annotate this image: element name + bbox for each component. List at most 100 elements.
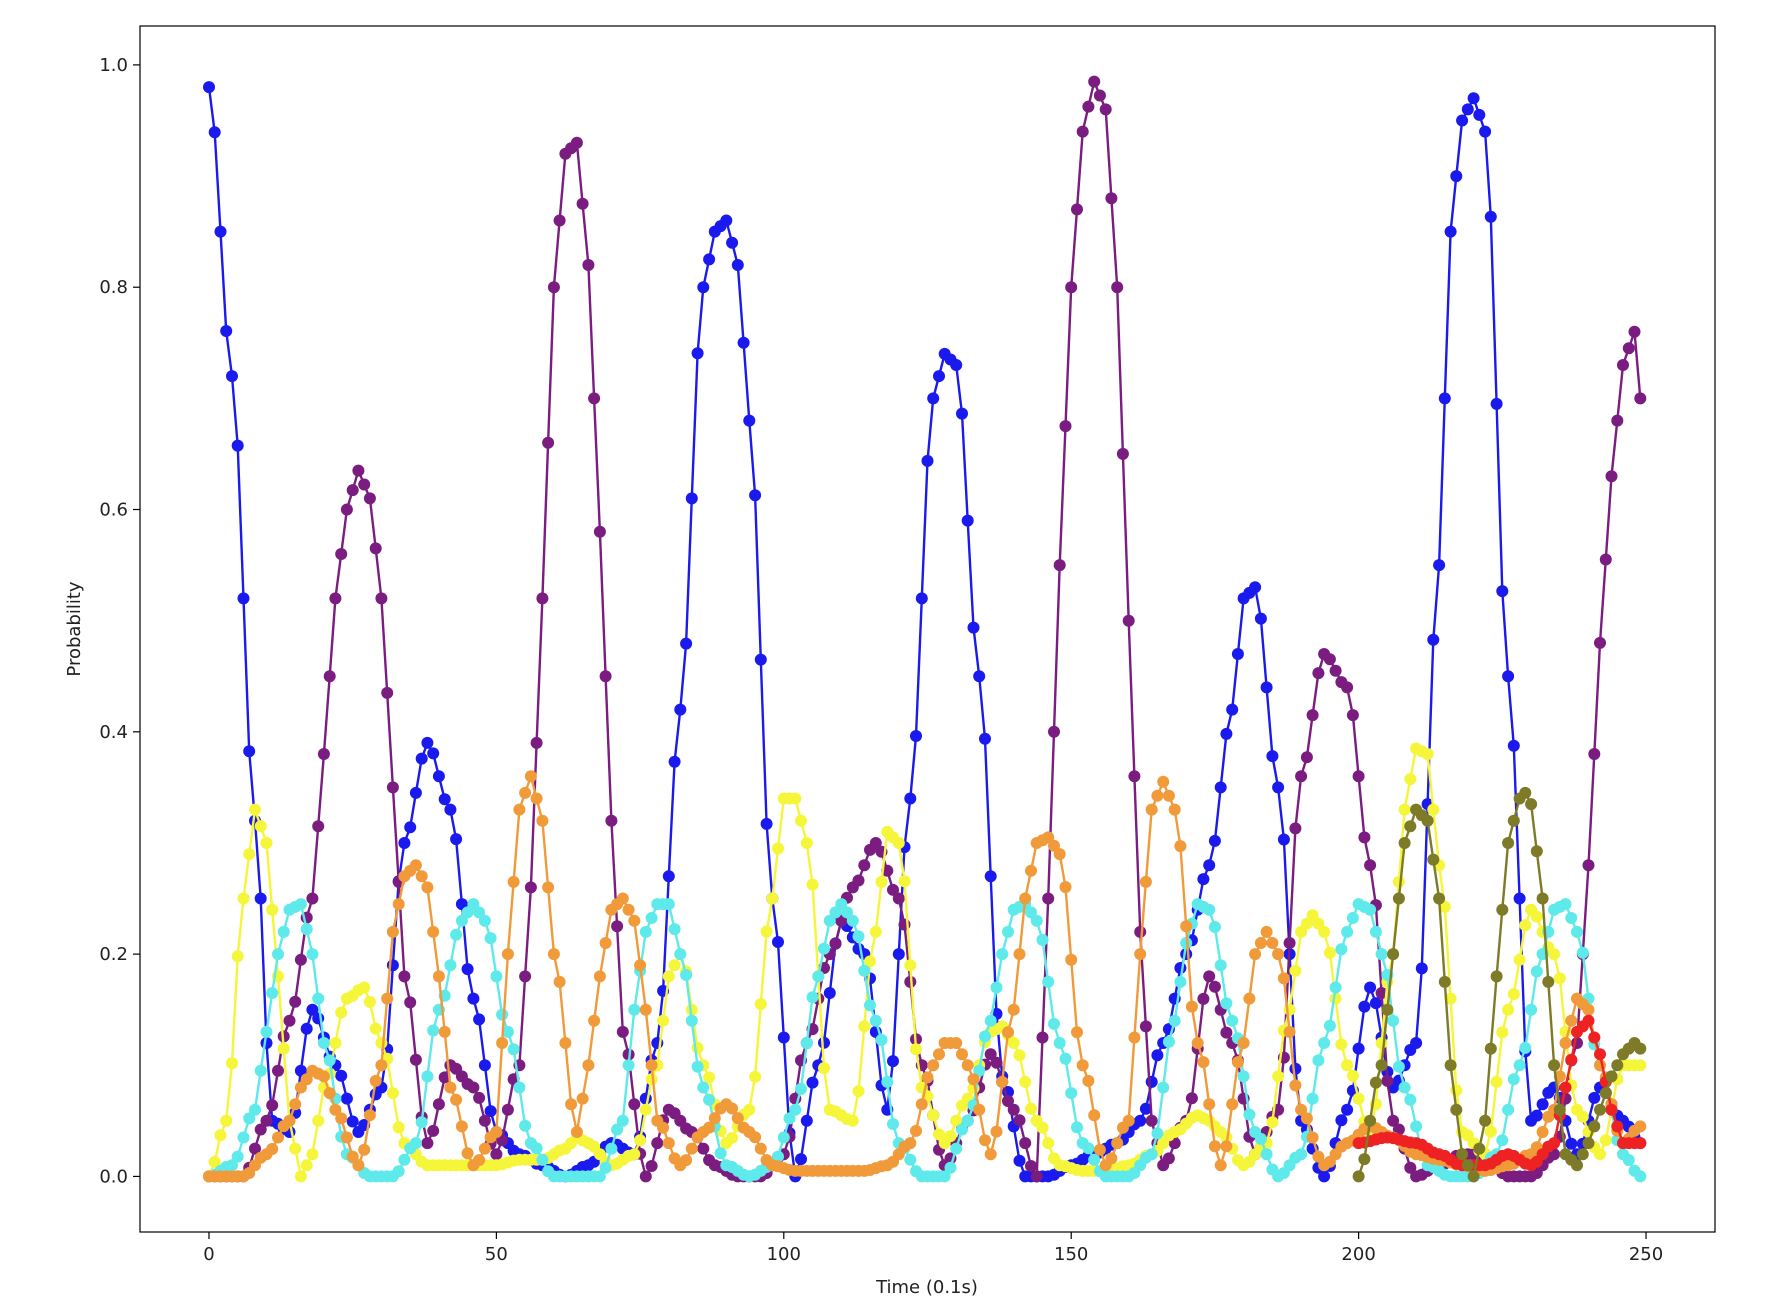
data-point — [1565, 1137, 1578, 1150]
data-point — [950, 1114, 963, 1127]
data-point — [1438, 392, 1451, 405]
data-point — [1266, 1116, 1279, 1129]
data-point — [887, 1118, 899, 1130]
data-point — [1404, 820, 1417, 833]
data-point — [639, 1092, 652, 1105]
data-point — [938, 1170, 951, 1183]
data-point — [904, 959, 917, 972]
data-point — [294, 953, 307, 966]
data-point — [864, 955, 876, 968]
data-point — [1036, 933, 1049, 946]
data-point — [1496, 903, 1509, 916]
data-point — [1139, 875, 1152, 888]
data-point — [685, 1142, 698, 1155]
data-point — [1300, 1112, 1313, 1125]
data-point — [1059, 1052, 1072, 1065]
data-point — [1185, 1000, 1198, 1013]
data-point — [398, 837, 411, 849]
data-point — [346, 1115, 359, 1128]
data-point — [639, 1103, 652, 1116]
data-point — [944, 1161, 957, 1174]
data-point — [473, 1154, 486, 1167]
data-point — [1404, 773, 1417, 786]
data-point — [1588, 1091, 1601, 1104]
data-point — [346, 484, 359, 497]
data-point — [1007, 1103, 1020, 1116]
data-point — [1461, 103, 1474, 116]
data-point — [1007, 1037, 1020, 1049]
data-point — [1203, 903, 1216, 916]
data-point — [1306, 909, 1319, 922]
data-point — [904, 792, 917, 805]
data-point — [1576, 1110, 1589, 1123]
data-point — [1496, 585, 1509, 598]
y-tick-label: 0.4 — [99, 722, 128, 743]
x-tick-label: 250 — [1629, 1244, 1663, 1265]
data-point — [1220, 1026, 1233, 1039]
data-point — [1065, 953, 1078, 966]
data-point — [1375, 948, 1388, 961]
data-point — [1168, 803, 1181, 816]
data-point — [956, 1123, 968, 1136]
data-point — [455, 1120, 468, 1133]
data-point — [1260, 681, 1273, 694]
data-point — [438, 793, 451, 806]
data-point — [306, 948, 319, 961]
data-point — [1254, 1132, 1267, 1145]
data-point — [829, 937, 842, 950]
data-point — [1444, 225, 1457, 238]
data-point — [1214, 781, 1227, 794]
data-point — [645, 1160, 658, 1172]
data-point — [731, 1112, 744, 1125]
data-point — [869, 925, 882, 938]
data-point — [1093, 1143, 1106, 1156]
data-point — [1312, 667, 1325, 680]
data-point — [1082, 1142, 1095, 1155]
data-point — [363, 995, 376, 1008]
data-point — [1243, 1108, 1256, 1121]
data-point — [622, 903, 635, 916]
data-point — [1611, 1120, 1624, 1133]
data-point — [984, 1148, 997, 1161]
data-point — [1421, 748, 1434, 760]
data-point — [220, 325, 233, 337]
data-point — [1530, 965, 1543, 978]
data-point — [490, 970, 503, 983]
data-point — [386, 925, 399, 938]
data-point — [1019, 1075, 1032, 1088]
data-point — [1185, 1092, 1198, 1105]
data-point — [231, 950, 244, 963]
data-point — [421, 736, 434, 749]
data-point — [657, 1121, 670, 1134]
data-point — [1191, 1037, 1204, 1049]
data-point — [754, 998, 767, 1011]
data-point — [1151, 1049, 1164, 1062]
data-point — [1392, 875, 1405, 888]
data-point — [1410, 1037, 1423, 1049]
data-point — [335, 1006, 348, 1019]
data-point — [1484, 1125, 1497, 1138]
data-point — [237, 592, 250, 605]
data-point — [444, 803, 457, 816]
data-point — [1450, 1103, 1463, 1116]
data-point — [691, 1060, 704, 1073]
data-point — [1145, 1148, 1158, 1161]
data-point — [1226, 703, 1239, 716]
data-point — [639, 1003, 652, 1016]
data-point — [1122, 614, 1135, 627]
data-point — [335, 1069, 348, 1082]
data-point — [1611, 1059, 1624, 1072]
data-point — [432, 1098, 445, 1111]
data-point — [1594, 636, 1606, 649]
data-point — [1329, 664, 1342, 677]
plot-frame — [139, 25, 1716, 1233]
data-point — [1582, 1137, 1595, 1150]
data-point — [588, 1014, 601, 1027]
data-point — [973, 1064, 986, 1077]
data-point — [283, 1114, 296, 1127]
data-point — [1381, 1074, 1394, 1087]
data-point — [473, 1013, 486, 1026]
data-point — [1525, 798, 1538, 811]
data-point — [1335, 943, 1348, 956]
data-point — [1329, 981, 1342, 994]
